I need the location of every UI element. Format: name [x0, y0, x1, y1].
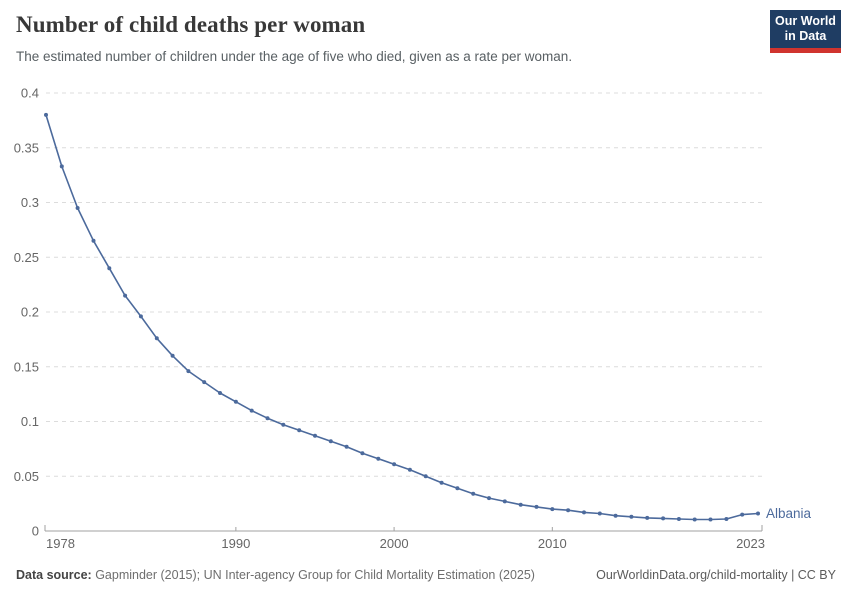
data-point[interactable]: [313, 433, 317, 438]
owid-logo-line1: Our World: [775, 13, 836, 28]
data-point[interactable]: [661, 516, 666, 521]
data-point[interactable]: [407, 467, 412, 472]
data-point[interactable]: [344, 444, 349, 449]
data-point[interactable]: [360, 451, 365, 456]
x-tick-label: 2000: [380, 536, 409, 551]
data-point[interactable]: [202, 380, 207, 385]
y-tick-label: 0.3: [21, 195, 39, 210]
data-point[interactable]: [123, 293, 128, 298]
data-point[interactable]: [692, 517, 697, 522]
data-point[interactable]: [328, 439, 333, 444]
license-link[interactable]: OurWorldinData.org/child-mortality | CC …: [596, 568, 836, 582]
data-point[interactable]: [582, 510, 586, 515]
x-tick-label: 1990: [221, 536, 250, 551]
data-point[interactable]: [740, 512, 745, 517]
y-tick-label: 0.25: [14, 250, 39, 265]
data-point[interactable]: [186, 369, 191, 374]
data-point[interactable]: [676, 517, 681, 521]
series-label-albania: Albania: [766, 506, 812, 521]
data-point[interactable]: [138, 314, 143, 319]
series-line-albania[interactable]: [45, 114, 759, 521]
data-point[interactable]: [708, 517, 713, 522]
data-point[interactable]: [91, 238, 96, 243]
data-point[interactable]: [534, 504, 539, 509]
data-point[interactable]: [170, 353, 175, 358]
y-tick-label: 0.35: [14, 140, 39, 155]
chart-footer: Data source: Gapminder (2015); UN Inter-…: [16, 568, 836, 582]
data-point[interactable]: [392, 462, 397, 467]
data-point[interactable]: [154, 336, 159, 341]
data-source-text: Gapminder (2015); UN Inter-agency Group …: [91, 568, 535, 582]
data-point[interactable]: [439, 480, 444, 485]
data-source: Data source: Gapminder (2015); UN Inter-…: [16, 568, 535, 582]
chart-subtitle: The estimated number of children under t…: [16, 49, 573, 64]
data-point[interactable]: [218, 391, 222, 395]
y-tick-label: 0.1: [21, 414, 39, 429]
y-tick-label: 0: [32, 524, 39, 539]
data-point[interactable]: [550, 507, 555, 512]
data-point[interactable]: [423, 474, 428, 479]
y-tick-label: 0.05: [14, 469, 39, 484]
data-point[interactable]: [281, 422, 286, 427]
data-point[interactable]: [107, 266, 112, 271]
data-point[interactable]: [518, 502, 523, 507]
data-point[interactable]: [59, 164, 64, 169]
data-point[interactable]: [376, 456, 381, 461]
data-point[interactable]: [471, 491, 476, 496]
data-point[interactable]: [233, 399, 238, 404]
data-point[interactable]: [297, 428, 302, 433]
data-point[interactable]: [75, 206, 80, 210]
data-point[interactable]: [566, 508, 571, 513]
data-point[interactable]: [249, 408, 254, 413]
owid-logo-line2: in Data: [784, 29, 827, 43]
data-point[interactable]: [613, 513, 618, 518]
data-point[interactable]: [724, 517, 729, 521]
data-point[interactable]: [44, 112, 48, 117]
y-tick-label: 0.15: [14, 359, 39, 374]
owid-logo[interactable]: Our World in Data: [770, 10, 841, 53]
data-point[interactable]: [265, 416, 270, 421]
data-source-label: Data source:: [16, 568, 92, 582]
x-tick-label: 2010: [538, 536, 567, 551]
page-title: Number of child deaths per woman: [16, 12, 366, 37]
y-tick-label: 0.4: [21, 86, 39, 101]
data-point[interactable]: [756, 511, 760, 516]
x-tick-label: 1978: [46, 536, 75, 551]
x-tick-label: 2023: [736, 536, 765, 551]
data-point[interactable]: [502, 499, 507, 504]
data-point[interactable]: [455, 486, 460, 491]
data-point[interactable]: [597, 511, 602, 516]
data-point[interactable]: [629, 514, 634, 519]
data-point[interactable]: [487, 496, 491, 501]
y-tick-label: 0.2: [21, 305, 39, 320]
data-point[interactable]: [645, 515, 650, 520]
